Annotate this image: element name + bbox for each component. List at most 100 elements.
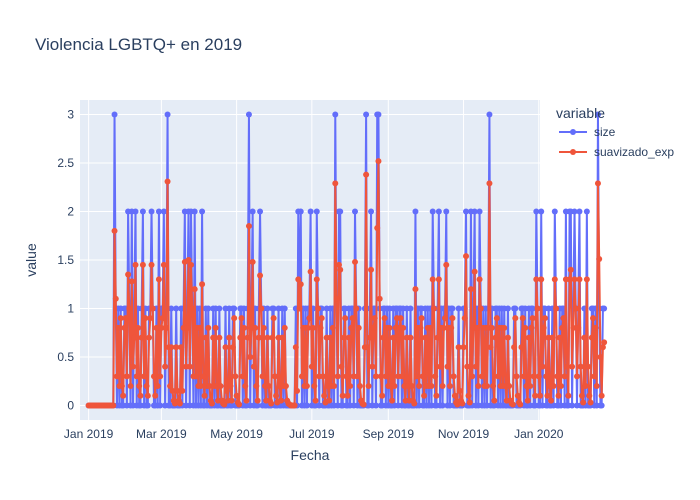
data-point-suavizado-exp[interactable]: [590, 315, 597, 322]
data-point-size[interactable]: [337, 208, 344, 215]
data-point-suavizado-exp[interactable]: [560, 315, 567, 322]
data-point-suavizado-exp[interactable]: [360, 401, 367, 408]
data-point-suavizado-exp[interactable]: [448, 324, 455, 331]
data-point-suavizado-exp[interactable]: [131, 334, 138, 341]
data-point-suavizado-exp[interactable]: [421, 392, 428, 399]
data-point-size[interactable]: [216, 305, 223, 312]
data-point-suavizado-exp[interactable]: [363, 171, 370, 178]
data-point-suavizado-exp[interactable]: [313, 276, 320, 283]
data-point-suavizado-exp[interactable]: [307, 268, 314, 275]
data-point-suavizado-exp[interactable]: [311, 383, 318, 390]
data-point-suavizado-exp[interactable]: [268, 400, 275, 407]
data-point-suavizado-exp[interactable]: [456, 387, 463, 394]
data-point-suavizado-exp[interactable]: [439, 383, 446, 390]
data-point-suavizado-exp[interactable]: [114, 373, 120, 380]
data-point-suavizado-exp[interactable]: [578, 392, 585, 399]
data-point-size[interactable]: [303, 402, 310, 409]
data-point-suavizado-exp[interactable]: [153, 324, 160, 331]
data-point-suavizado-exp[interactable]: [191, 286, 198, 293]
data-point-suavizado-exp[interactable]: [254, 397, 261, 404]
data-point-suavizado-exp[interactable]: [569, 363, 576, 370]
data-point-suavizado-exp[interactable]: [233, 392, 240, 399]
data-point-suavizado-exp[interactable]: [517, 401, 524, 408]
data-point-size[interactable]: [576, 208, 583, 215]
data-point-suavizado-exp[interactable]: [305, 324, 312, 331]
data-point-suavizado-exp[interactable]: [127, 383, 134, 390]
data-point-suavizado-exp[interactable]: [202, 334, 209, 341]
data-point-suavizado-exp[interactable]: [331, 383, 338, 390]
data-point-suavizado-exp[interactable]: [137, 392, 144, 399]
data-point-suavizado-exp[interactable]: [530, 373, 537, 380]
data-point-suavizado-exp[interactable]: [382, 373, 389, 380]
data-point-suavizado-exp[interactable]: [265, 383, 272, 390]
data-point-suavizado-exp[interactable]: [477, 305, 484, 312]
data-point-suavizado-exp[interactable]: [136, 383, 143, 390]
data-point-suavizado-exp[interactable]: [451, 392, 458, 399]
data-point-size[interactable]: [533, 208, 540, 215]
data-point-suavizado-exp[interactable]: [173, 344, 180, 351]
data-point-suavizado-exp[interactable]: [236, 401, 243, 408]
data-point-suavizado-exp[interactable]: [374, 225, 381, 231]
data-point-suavizado-exp[interactable]: [157, 373, 164, 380]
data-point-suavizado-exp[interactable]: [159, 315, 166, 322]
data-point-suavizado-exp[interactable]: [176, 400, 183, 407]
data-point-suavizado-exp[interactable]: [122, 315, 129, 322]
data-point-suavizado-exp[interactable]: [537, 392, 543, 399]
data-point-suavizado-exp[interactable]: [297, 281, 304, 288]
data-point-suavizado-exp[interactable]: [187, 261, 194, 268]
data-point-size[interactable]: [157, 402, 164, 409]
data-point-suavizado-exp[interactable]: [315, 305, 322, 312]
data-point-suavizado-exp[interactable]: [379, 392, 386, 399]
data-point-suavizado-exp[interactable]: [461, 315, 468, 322]
data-point-suavizado-exp[interactable]: [128, 278, 135, 285]
data-point-suavizado-exp[interactable]: [123, 373, 130, 380]
data-point-size[interactable]: [168, 305, 175, 312]
data-point-suavizado-exp[interactable]: [216, 334, 223, 341]
data-point-size[interactable]: [529, 305, 536, 312]
data-point-suavizado-exp[interactable]: [593, 383, 600, 390]
data-point-suavizado-exp[interactable]: [231, 315, 238, 322]
data-point-suavizado-exp[interactable]: [143, 383, 150, 390]
data-point-suavizado-exp[interactable]: [186, 363, 193, 370]
data-point-suavizado-exp[interactable]: [511, 344, 518, 351]
data-point-suavizado-exp[interactable]: [599, 344, 606, 351]
data-point-suavizado-exp[interactable]: [164, 178, 171, 185]
data-point-suavizado-exp[interactable]: [110, 402, 117, 409]
data-point-size[interactable]: [155, 208, 162, 215]
data-point-size[interactable]: [139, 208, 146, 215]
data-point-suavizado-exp[interactable]: [492, 334, 499, 341]
data-point-suavizado-exp[interactable]: [377, 373, 384, 380]
data-point-suavizado-exp[interactable]: [169, 387, 176, 394]
data-point-suavizado-exp[interactable]: [253, 383, 260, 390]
data-point-suavizado-exp[interactable]: [543, 373, 550, 380]
data-point-size[interactable]: [551, 208, 558, 215]
data-point-suavizado-exp[interactable]: [437, 363, 444, 370]
data-point-suavizado-exp[interactable]: [539, 363, 546, 370]
data-point-suavizado-exp[interactable]: [237, 334, 244, 341]
data-point-suavizado-exp[interactable]: [247, 353, 254, 360]
data-point-suavizado-exp[interactable]: [273, 392, 280, 399]
data-point-suavizado-exp[interactable]: [514, 392, 521, 399]
data-point-size[interactable]: [571, 208, 578, 215]
data-point-suavizado-exp[interactable]: [407, 334, 414, 341]
data-point-suavizado-exp[interactable]: [327, 334, 334, 341]
data-point-suavizado-exp[interactable]: [520, 373, 527, 380]
data-point-suavizado-exp[interactable]: [115, 324, 122, 331]
data-point-suavizado-exp[interactable]: [342, 315, 349, 322]
data-point-suavizado-exp[interactable]: [548, 397, 555, 404]
data-point-suavizado-exp[interactable]: [111, 227, 118, 234]
data-point-suavizado-exp[interactable]: [269, 334, 276, 341]
data-point-suavizado-exp[interactable]: [455, 344, 462, 351]
data-point-suavizado-exp[interactable]: [163, 324, 170, 331]
data-point-suavizado-exp[interactable]: [174, 387, 181, 394]
data-point-size[interactable]: [512, 305, 519, 312]
data-point-suavizado-exp[interactable]: [450, 373, 457, 380]
data-point-suavizado-exp[interactable]: [581, 334, 588, 341]
data-point-suavizado-exp[interactable]: [138, 334, 145, 341]
data-point-suavizado-exp[interactable]: [349, 315, 356, 322]
data-point-suavizado-exp[interactable]: [126, 305, 133, 312]
data-point-suavizado-exp[interactable]: [185, 257, 192, 263]
data-point-suavizado-exp[interactable]: [242, 383, 249, 390]
data-point-suavizado-exp[interactable]: [575, 324, 582, 331]
data-point-suavizado-exp[interactable]: [582, 383, 589, 390]
